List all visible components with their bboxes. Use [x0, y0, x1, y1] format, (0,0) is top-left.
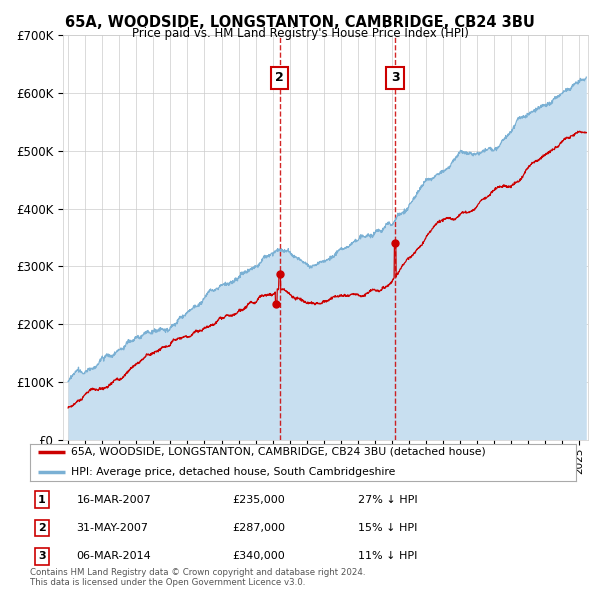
Text: 11% ↓ HPI: 11% ↓ HPI [358, 551, 417, 561]
Text: Price paid vs. HM Land Registry's House Price Index (HPI): Price paid vs. HM Land Registry's House … [131, 27, 469, 40]
Text: 3: 3 [391, 71, 400, 84]
Text: £235,000: £235,000 [232, 494, 285, 504]
Text: 1: 1 [38, 494, 46, 504]
Text: 16-MAR-2007: 16-MAR-2007 [76, 494, 151, 504]
Text: 31-MAY-2007: 31-MAY-2007 [76, 523, 148, 533]
Text: 2: 2 [38, 523, 46, 533]
Text: Contains HM Land Registry data © Crown copyright and database right 2024.
This d: Contains HM Land Registry data © Crown c… [30, 568, 365, 587]
Text: £287,000: £287,000 [232, 523, 285, 533]
Text: 06-MAR-2014: 06-MAR-2014 [76, 551, 151, 561]
Text: HPI: Average price, detached house, South Cambridgeshire: HPI: Average price, detached house, Sout… [71, 467, 395, 477]
Text: 27% ↓ HPI: 27% ↓ HPI [358, 494, 417, 504]
Text: £340,000: £340,000 [232, 551, 285, 561]
Text: 2: 2 [275, 71, 284, 84]
Text: 15% ↓ HPI: 15% ↓ HPI [358, 523, 417, 533]
Text: 65A, WOODSIDE, LONGSTANTON, CAMBRIDGE, CB24 3BU (detached house): 65A, WOODSIDE, LONGSTANTON, CAMBRIDGE, C… [71, 447, 486, 457]
Text: 65A, WOODSIDE, LONGSTANTON, CAMBRIDGE, CB24 3BU: 65A, WOODSIDE, LONGSTANTON, CAMBRIDGE, C… [65, 15, 535, 30]
Text: 3: 3 [38, 551, 46, 561]
